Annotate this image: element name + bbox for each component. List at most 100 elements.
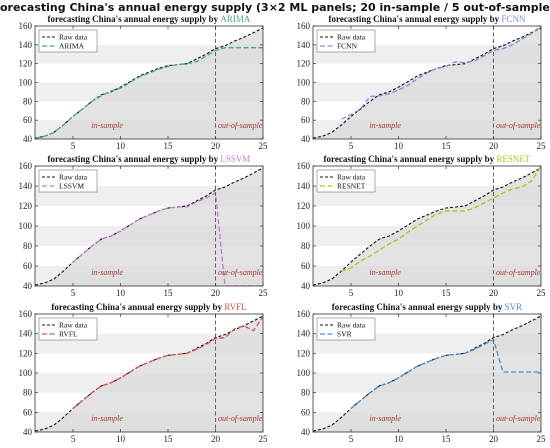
- x-tick-label: 25: [537, 141, 547, 151]
- x-tick-label: 15: [442, 434, 452, 444]
- panel-title-prefix: forecasting China's annual energy supply…: [48, 14, 221, 24]
- panel-arima: 5 10 15 20 25 40 60 80 100 120 140 160 forecasting C…: [19, 14, 269, 151]
- y-tick-label: 100: [19, 221, 33, 231]
- x-tick-label: 25: [259, 288, 269, 298]
- legend-label: LSSVM: [59, 182, 84, 191]
- x-tick-label: 5: [71, 141, 76, 151]
- y-tick-label: 140: [297, 181, 311, 191]
- x-tick-label: 5: [71, 434, 76, 444]
- y-tick-label: 60: [23, 115, 33, 125]
- y-tick-label: 120: [297, 59, 311, 69]
- out-of-sample-label: out-of-sample: [496, 414, 541, 423]
- panel-title-prefix: forecasting China's annual energy supply…: [324, 154, 497, 164]
- forecast-line: [72, 191, 263, 286]
- x-tick-label: 5: [349, 288, 354, 298]
- x-tick-label: 15: [442, 141, 452, 151]
- panels: 5 10 15 20 25 40 60 80 100 120 140 160 forecasting C…: [19, 14, 547, 444]
- panel-title-model: FCNN: [501, 14, 526, 24]
- panel-lssvm: 5 10 15 20 25 40 60 80 100 120 140 160 forecasting C…: [19, 154, 269, 298]
- y-tick-label: 60: [301, 407, 311, 417]
- y-tick-label: 40: [23, 281, 33, 291]
- x-tick-label: 5: [71, 288, 76, 298]
- y-tick-label: 80: [301, 96, 311, 106]
- forecast-line: [35, 47, 263, 139]
- out-of-sample-label: out-of-sample: [218, 121, 263, 130]
- x-tick-label: 5: [349, 434, 354, 444]
- panel-title-model: RESNET: [496, 154, 531, 164]
- y-tick-label: 60: [23, 261, 33, 271]
- y-tick-label: 160: [19, 21, 33, 31]
- y-tick-label: 60: [23, 407, 33, 417]
- out-of-sample-label: out-of-sample: [496, 268, 541, 277]
- out-of-sample-label: out-of-sample: [218, 414, 263, 423]
- panel-title-prefix: forecasting China's annual energy supply…: [332, 302, 505, 312]
- panel-title: forecasting China's annual energy supply…: [332, 302, 522, 312]
- x-tick-label: 25: [537, 434, 547, 444]
- x-tick-label: 20: [211, 434, 221, 444]
- raw-data-area: [35, 27, 263, 139]
- x-tick-label: 10: [394, 141, 404, 151]
- out-of-sample-label: out-of-sample: [218, 268, 263, 277]
- legend-label: FCNN: [337, 42, 358, 51]
- panel-title-model: ARIMA: [220, 14, 251, 24]
- x-tick-label: 15: [442, 288, 452, 298]
- y-tick-label: 40: [301, 427, 311, 437]
- y-tick-label: 140: [19, 40, 33, 50]
- y-tick-label: 80: [301, 388, 311, 398]
- y-tick-label: 100: [297, 368, 311, 378]
- y-tick-label: 80: [23, 388, 33, 398]
- raw-data-area: [35, 315, 263, 432]
- y-tick-label: 120: [19, 59, 33, 69]
- y-tick-label: 140: [19, 181, 33, 191]
- in-sample-label: in-sample: [369, 414, 401, 423]
- y-tick-label: 100: [19, 78, 33, 88]
- legend-label: SVR: [337, 330, 352, 339]
- x-tick-label: 10: [116, 288, 126, 298]
- y-tick-label: 40: [23, 134, 33, 144]
- y-tick-label: 160: [19, 309, 33, 319]
- in-sample-label: in-sample: [91, 268, 123, 277]
- y-tick-label: 60: [301, 115, 311, 125]
- forecast-line: [72, 316, 263, 409]
- y-tick-label: 120: [297, 348, 311, 358]
- panel-title-model: LSSVM: [220, 154, 250, 164]
- x-tick-label: 20: [211, 288, 221, 298]
- y-tick-label: 120: [19, 201, 33, 211]
- x-tick-label: 25: [259, 141, 269, 151]
- panel-title: forecasting China's annual energy supply…: [48, 154, 251, 164]
- panel-title-model: RVFL: [224, 302, 246, 312]
- y-tick-label: 40: [23, 427, 33, 437]
- forecast-line: [341, 166, 541, 272]
- panel-title-prefix: forecasting China's annual energy supply…: [329, 14, 502, 24]
- panel-title-model: SVR: [505, 302, 523, 312]
- raw-data-area: [313, 315, 541, 432]
- legend-label: Raw data: [59, 321, 88, 330]
- x-tick-label: 5: [349, 141, 354, 151]
- legend-label: ARIMA: [59, 42, 85, 51]
- y-tick-label: 100: [297, 78, 311, 88]
- y-tick-label: 140: [19, 329, 33, 339]
- panel-title: forecasting China's annual energy supply…: [324, 154, 531, 164]
- y-tick-label: 140: [297, 40, 311, 50]
- y-tick-label: 100: [19, 368, 33, 378]
- legend-label: Raw data: [337, 173, 366, 182]
- x-tick-label: 15: [164, 434, 174, 444]
- x-tick-label: 10: [394, 434, 404, 444]
- y-tick-label: 140: [297, 329, 311, 339]
- panel-fcnn: 5 10 15 20 25 40 60 80 100 120 140 160 forecasting C…: [297, 14, 547, 151]
- forecast-line: [341, 26, 541, 120]
- y-tick-label: 160: [297, 309, 311, 319]
- x-tick-label: 20: [489, 434, 499, 444]
- panel-title: forecasting China's annual energy supply…: [329, 14, 526, 24]
- y-tick-label: 160: [19, 161, 33, 171]
- legend-label: Raw data: [59, 33, 88, 42]
- x-tick-label: 10: [394, 288, 404, 298]
- in-sample-label: in-sample: [369, 268, 401, 277]
- y-tick-label: 40: [301, 281, 311, 291]
- panel-resnet: 5 10 15 20 25 40 60 80 100 120 140 160 forecasting C…: [297, 154, 547, 298]
- forecast-line: [350, 338, 541, 409]
- y-tick-label: 120: [19, 348, 33, 358]
- x-tick-label: 20: [489, 288, 499, 298]
- x-tick-label: 10: [116, 434, 126, 444]
